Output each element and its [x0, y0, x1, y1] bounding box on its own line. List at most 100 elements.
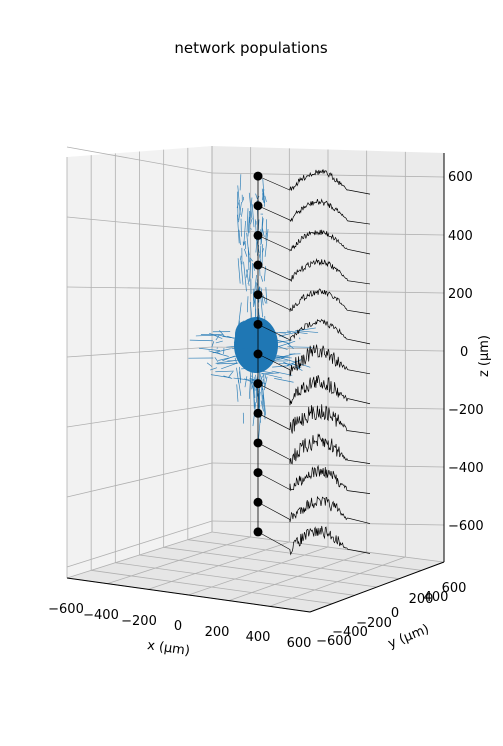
cell-segment: [238, 201, 242, 223]
cell-segment: [189, 339, 213, 342]
cell-segment: [228, 371, 234, 378]
z-axis-label: z (μm): [477, 335, 492, 377]
cell-segment: [233, 377, 255, 381]
contact-connector: [257, 264, 291, 281]
lfp-trace: [289, 344, 371, 377]
cell-segment: [247, 210, 250, 237]
cell-segment: [283, 361, 293, 367]
cell-segment: [261, 379, 264, 391]
contact-connector: [257, 501, 291, 520]
x-tick-label: −600: [48, 602, 84, 617]
x-axis: −600 −400 −200 0 200 400 600 x (μm): [48, 577, 312, 659]
cell-segment: [240, 260, 244, 285]
y-tick-label: −400: [332, 625, 368, 640]
lfp-trace: [289, 257, 371, 285]
lfp-trace: [289, 229, 371, 255]
y-axis-label: y (μm): [386, 622, 431, 652]
cell-segment: [238, 379, 242, 396]
cell-segment: [243, 261, 247, 292]
y-tick-label: 0: [391, 606, 399, 621]
x-tick-label: −200: [121, 614, 157, 629]
y-tick-label: −200: [356, 616, 392, 631]
cell-segment: [261, 227, 265, 238]
z-tick-label: −200: [448, 403, 484, 418]
cell-segment: [217, 362, 239, 365]
cell-segment: [250, 381, 255, 391]
cell-segment: [195, 334, 220, 337]
cell-segment: [262, 394, 266, 420]
z-tick-label: 0: [460, 345, 468, 360]
x-tick-label: 400: [246, 630, 271, 645]
contact-connector: [257, 175, 291, 191]
contact-connector: [257, 472, 291, 490]
z-tick-label: −600: [448, 519, 484, 534]
cell-segment: [215, 359, 240, 364]
cell-segment: [215, 370, 234, 373]
cell-segment: [244, 376, 248, 388]
cell-segment: [287, 359, 302, 366]
lfp-trace: [289, 198, 371, 225]
z-axis: 600 400 200 0 −200 −400 −600 z (μm): [443, 153, 492, 562]
electrode-contacts: [253, 171, 291, 550]
y-tick-label: −600: [316, 634, 352, 649]
cell-segment: [206, 362, 213, 367]
cell-segment: [251, 204, 255, 228]
lfp-trace: [289, 288, 371, 315]
cell-segment: [281, 357, 297, 363]
cell-segment: [237, 185, 241, 215]
cell-segment: [239, 371, 242, 384]
y-tick-label: 400: [424, 590, 449, 605]
cell-segment: [238, 229, 241, 245]
cell-segment: [277, 340, 296, 348]
cell-segment: [263, 295, 266, 304]
cell-segment: [212, 348, 231, 354]
cell-segment: [209, 332, 223, 339]
lfp-trace: [289, 168, 371, 195]
trace-group: [289, 168, 371, 556]
cell-segment: [241, 207, 244, 217]
cell-segment: [236, 200, 240, 209]
lfp-trace: [289, 404, 371, 435]
x-tick-label: −400: [83, 608, 119, 623]
cell-segment: [295, 327, 316, 332]
cell-segment: [198, 347, 221, 351]
y-tick-label: 200: [409, 592, 434, 607]
cell-segment: [265, 232, 268, 238]
cell-segment: [216, 351, 221, 355]
cell-segment: [210, 367, 218, 371]
cell-segment: [237, 302, 242, 328]
cell-segment: [250, 218, 253, 225]
z-tick-label: 400: [448, 229, 473, 244]
cell-segment: [279, 331, 298, 337]
cell-segment: [221, 362, 238, 370]
cell-segment: [210, 374, 232, 379]
contact-connector: [257, 442, 291, 460]
cell-segment: [215, 340, 223, 344]
x-tick-label: 600: [287, 636, 312, 651]
cell-segment: [246, 296, 249, 313]
cell-segment: [239, 174, 242, 191]
cell-segment: [260, 400, 264, 412]
cell-segment: [248, 369, 252, 399]
cell-segment: [215, 334, 220, 341]
cell-segment: [248, 192, 253, 219]
cell-segment: [246, 208, 249, 232]
cell-segment: [243, 248, 248, 257]
cell-segment: [237, 258, 241, 284]
contact-connector: [257, 413, 291, 430]
cell-segment: [211, 341, 215, 348]
cell-segment: [265, 287, 268, 304]
grid-line: [269, 556, 406, 607]
cell-segment: [245, 269, 249, 278]
cell-segment: [214, 357, 219, 362]
cell-segment: [278, 346, 288, 350]
cell-somas: [235, 321, 255, 349]
cell-segment: [237, 214, 240, 244]
grid-line: [211, 531, 444, 563]
cell-segment: [227, 335, 235, 339]
contact-connector: [257, 353, 291, 371]
cell-segment: [255, 193, 258, 200]
z-tick-label: 200: [448, 287, 473, 302]
cell-segment: [219, 330, 225, 337]
cell-segment: [247, 247, 250, 270]
